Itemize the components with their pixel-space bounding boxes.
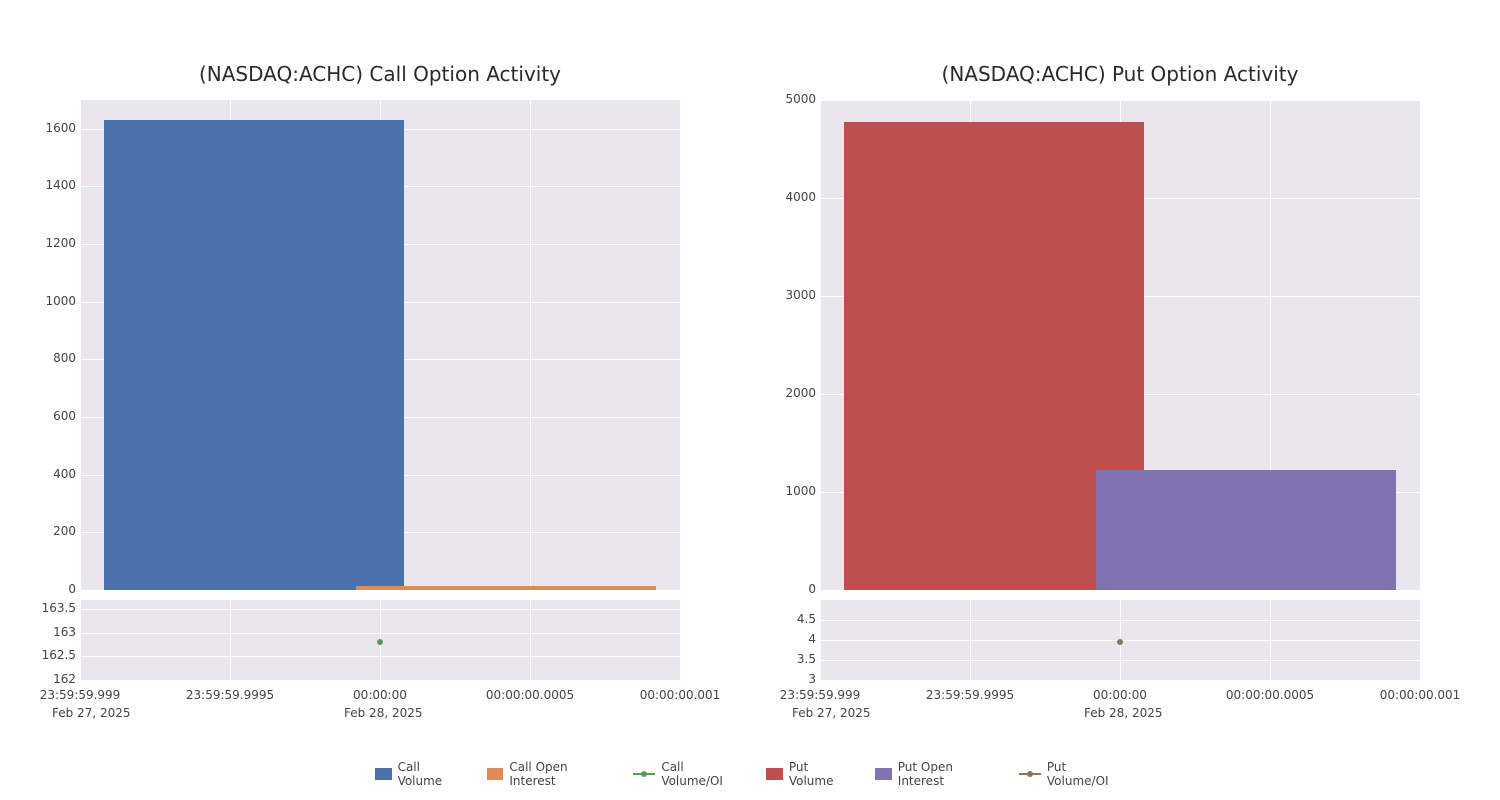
right-bars-ytick: 3000	[761, 288, 816, 302]
right-bar	[1096, 470, 1396, 590]
right-xaxis-date-mid: Feb 28, 2025	[1084, 706, 1163, 720]
legend: Call Volume Call Open Interest Call Volume…	[375, 760, 1125, 788]
left-bars-ytick: 1000	[21, 294, 76, 308]
right-bars-ytick: 0	[761, 582, 816, 596]
left-bar	[356, 586, 656, 590]
left-bars-ytick: 200	[21, 524, 76, 538]
legend-item: Call Open Interest	[487, 760, 609, 788]
legend-item: Put Open Interest	[875, 760, 995, 788]
left-ratio-axes	[80, 600, 680, 680]
right-panel-title: (NASDAQ:ACHC) Put Option Activity	[820, 62, 1420, 86]
legend-label: Call Volume	[398, 760, 463, 788]
left-bars-axes	[80, 100, 680, 590]
left-bars-ytick: 1200	[21, 236, 76, 250]
legend-swatch	[375, 768, 392, 780]
left-bar	[104, 120, 404, 590]
right-ratio-ytick: 4.5	[761, 612, 816, 626]
left-xtick: 23:59:59.999	[40, 688, 121, 702]
right-ratio-axes	[820, 600, 1420, 680]
left-panel-title: (NASDAQ:ACHC) Call Option Activity	[80, 62, 680, 86]
left-ratio-ytick: 162.5	[21, 648, 76, 662]
right-xtick: 00:00:00.0005	[1226, 688, 1314, 702]
right-ratio-ytick: 3	[761, 672, 816, 686]
right-xtick: 23:59:59.9995	[926, 688, 1014, 702]
right-ratio-ytick: 3.5	[761, 652, 816, 666]
legend-label: Put Open Interest	[898, 760, 995, 788]
legend-swatch	[875, 768, 892, 780]
right-xtick: 00:00:00	[1093, 688, 1147, 702]
legend-item: Call Volume	[375, 760, 463, 788]
left-xaxis-date-mid: Feb 28, 2025	[344, 706, 423, 720]
left-xtick: 23:59:59.9995	[186, 688, 274, 702]
right-xtick: 00:00:00.001	[1380, 688, 1461, 702]
left-bars-ytick: 0	[21, 582, 76, 596]
left-bars-ytick: 600	[21, 409, 76, 423]
left-bars-ytick: 400	[21, 467, 76, 481]
right-xtick: 23:59:59.999	[780, 688, 861, 702]
left-bars-ytick: 1400	[21, 178, 76, 192]
legend-label: Put Volume	[789, 760, 851, 788]
left-ratio-marker	[377, 639, 383, 645]
legend-swatch	[487, 768, 504, 780]
legend-label: Call Volume/OI	[661, 760, 742, 788]
right-ratio-marker	[1117, 639, 1123, 645]
right-bars-ytick: 4000	[761, 190, 816, 204]
legend-item: Put Volume/OI	[1019, 760, 1125, 788]
legend-line-marker	[1019, 768, 1041, 780]
left-bars-ytick: 800	[21, 351, 76, 365]
left-ratio-ytick: 163	[21, 625, 76, 639]
left-bars-ytick: 1600	[21, 121, 76, 135]
right-bars-axes	[820, 100, 1420, 590]
left-xtick: 00:00:00.0005	[486, 688, 574, 702]
left-xtick: 00:00:00	[353, 688, 407, 702]
left-ratio-ytick: 163.5	[21, 601, 76, 615]
legend-line-marker	[633, 768, 655, 780]
right-bars-ytick: 5000	[761, 92, 816, 106]
left-xtick: 00:00:00.001	[640, 688, 721, 702]
legend-swatch	[766, 768, 783, 780]
right-xaxis-date-left: Feb 27, 2025	[792, 706, 871, 720]
left-ratio-ytick: 162	[21, 672, 76, 686]
legend-label: Put Volume/OI	[1047, 760, 1125, 788]
right-ratio-ytick: 4	[761, 632, 816, 646]
right-bars-ytick: 1000	[761, 484, 816, 498]
legend-item: Call Volume/OI	[633, 760, 742, 788]
legend-label: Call Open Interest	[509, 760, 609, 788]
legend-item: Put Volume	[766, 760, 851, 788]
left-xaxis-date-left: Feb 27, 2025	[52, 706, 131, 720]
right-bars-ytick: 2000	[761, 386, 816, 400]
